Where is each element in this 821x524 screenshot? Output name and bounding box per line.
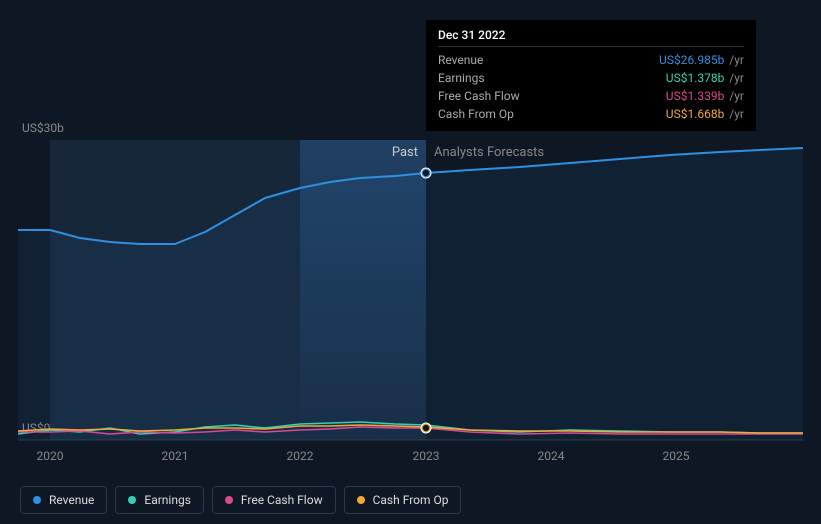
chart-legend: Revenue Earnings Free Cash Flow Cash From O… <box>20 486 461 514</box>
legend-dot-icon <box>33 496 41 504</box>
tooltip-label: Free Cash Flow <box>438 87 520 105</box>
legend-item-cfo[interactable]: Cash From Op <box>344 486 462 514</box>
tooltip-label: Earnings <box>438 69 485 87</box>
tooltip-row: Earnings US$1.378b /yr <box>438 69 744 87</box>
svg-text:2022: 2022 <box>287 449 314 463</box>
legend-dot-icon <box>128 496 136 504</box>
tooltip-unit: /yr <box>726 107 744 121</box>
svg-text:Analysts Forecasts: Analysts Forecasts <box>434 145 544 160</box>
tooltip-row: Cash From Op US$1.668b /yr <box>438 105 744 123</box>
tooltip-unit: /yr <box>726 71 744 85</box>
tooltip-value: US$1.339b <box>666 89 725 103</box>
legend-label: Cash From Op <box>373 493 449 507</box>
legend-item-revenue[interactable]: Revenue <box>20 486 107 514</box>
tooltip-value: US$1.378b <box>666 71 725 85</box>
svg-text:2024: 2024 <box>538 449 565 463</box>
tooltip-label: Revenue <box>438 51 483 69</box>
svg-text:2021: 2021 <box>162 449 189 463</box>
svg-text:2025: 2025 <box>663 449 690 463</box>
svg-text:2020: 2020 <box>37 449 64 463</box>
legend-dot-icon <box>225 496 233 504</box>
chart-tooltip: Dec 31 2022 RevenueUS$26.985b /yrEarning… <box>426 20 756 131</box>
tooltip-row: Free Cash Flow US$1.339b /yr <box>438 87 744 105</box>
tooltip-unit: /yr <box>726 53 744 67</box>
tooltip-value: US$1.668b <box>666 107 725 121</box>
svg-text:2023: 2023 <box>413 449 440 463</box>
svg-text:US$30b: US$30b <box>22 121 64 135</box>
legend-item-fcf[interactable]: Free Cash Flow <box>212 486 336 514</box>
svg-text:Past: Past <box>392 145 418 160</box>
financial-chart: US$0US$30b202020212022202320242025PastAn… <box>0 0 821 524</box>
legend-dot-icon <box>357 496 365 504</box>
legend-label: Revenue <box>49 493 94 507</box>
tooltip-row: Revenue US$26.985b /yr <box>438 51 744 69</box>
tooltip-date: Dec 31 2022 <box>438 28 744 47</box>
legend-label: Free Cash Flow <box>241 493 323 507</box>
tooltip-label: Cash From Op <box>438 105 514 123</box>
legend-label: Earnings <box>144 493 191 507</box>
legend-item-earnings[interactable]: Earnings <box>115 486 204 514</box>
tooltip-unit: /yr <box>726 89 744 103</box>
tooltip-value: US$26.985b <box>659 53 724 67</box>
